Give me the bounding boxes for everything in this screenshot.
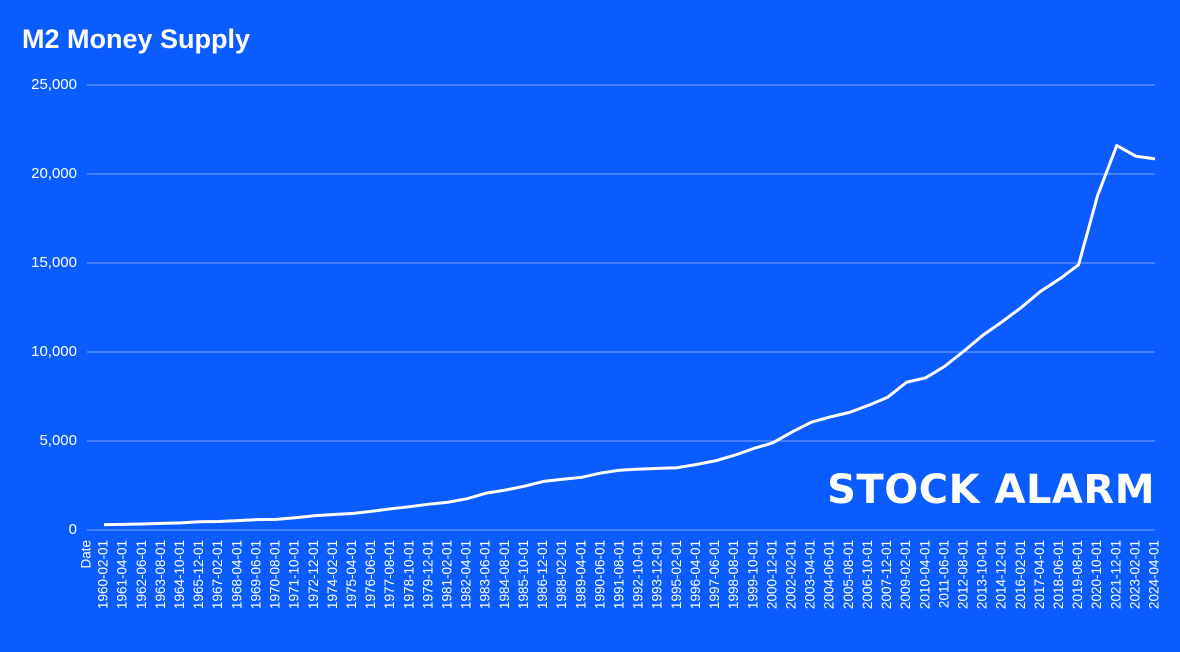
- x-tick-label: 2020-10-01: [1089, 540, 1104, 609]
- y-tick-label: 25,000: [31, 76, 77, 93]
- x-tick-label: 1988-02-01: [554, 540, 569, 609]
- x-tick-label: 1985-10-01: [516, 540, 531, 609]
- x-tick-label: 1972-12-01: [306, 540, 321, 609]
- x-tick-label: 1963-08-01: [153, 540, 168, 609]
- x-tick-label: 2011-06-01: [936, 540, 951, 608]
- x-tick-label: 2019-08-01: [1070, 540, 1085, 609]
- x-tick-label: 1979-12-01: [420, 540, 435, 609]
- x-tick-label: 2016-02-01: [1013, 540, 1028, 609]
- x-tick-label: 1991-08-01: [612, 540, 627, 609]
- y-tick-label: 15,000: [31, 254, 77, 271]
- x-tick-label: 1975-04-01: [344, 540, 359, 609]
- x-tick-label: 1998-08-01: [726, 540, 741, 609]
- x-tick-label: 2013-10-01: [975, 540, 990, 609]
- x-tick-label: 1995-02-01: [669, 540, 684, 609]
- x-tick-label: 2005-08-01: [841, 540, 856, 609]
- x-tick-label: 2007-12-01: [879, 540, 894, 609]
- x-tick-label: 2010-04-01: [917, 540, 932, 609]
- x-tick-label: 2012-08-01: [955, 540, 970, 609]
- x-tick-label: 2024-04-01: [1147, 540, 1162, 609]
- x-tick-label: 1997-06-01: [707, 540, 722, 609]
- x-tick-label: 2023-02-01: [1127, 540, 1142, 609]
- watermark: STOCK ALARM: [827, 467, 1155, 513]
- x-tick-label: 1984-08-01: [497, 540, 512, 609]
- x-tick-label: 1996-04-01: [688, 540, 703, 609]
- x-tick-label: 2018-06-01: [1051, 540, 1066, 609]
- x-tick-label: 1965-12-01: [191, 540, 206, 609]
- x-tick-label: 2000-12-01: [764, 540, 779, 609]
- x-axis-label: Date: [79, 540, 94, 569]
- x-tick-label: 1986-12-01: [535, 540, 550, 609]
- x-tick-label: 1992-10-01: [631, 540, 646, 609]
- x-tick-label: 2009-02-01: [898, 540, 913, 609]
- x-tick-label: 1962-06-01: [134, 540, 149, 609]
- x-tick-label: 2014-12-01: [994, 540, 1009, 609]
- x-tick-label: 1970-08-01: [268, 540, 283, 609]
- x-tick-label: 1977-08-01: [382, 540, 397, 609]
- x-tick-label: 1961-04-01: [115, 540, 130, 609]
- x-tick-label: 1976-06-01: [363, 540, 378, 609]
- x-tick-label: 1978-10-01: [401, 540, 416, 609]
- x-tick-label: 1981-02-01: [440, 540, 455, 609]
- x-tick-label: 2003-04-01: [803, 540, 818, 609]
- x-tick-label: 2006-10-01: [860, 540, 875, 609]
- x-tick-label: 2021-12-01: [1108, 540, 1123, 609]
- x-tick-label: 1999-10-01: [745, 540, 760, 609]
- y-tick-label: 10,000: [31, 343, 77, 360]
- x-tick-label: 1960-02-01: [96, 540, 111, 609]
- x-tick-label: 1964-10-01: [172, 540, 187, 609]
- y-tick-label: 5,000: [39, 432, 77, 449]
- x-tick-label: 1971-10-01: [287, 540, 302, 609]
- data-line: [103, 144, 1156, 527]
- x-tick-label: 1990-06-01: [592, 540, 607, 609]
- y-tick-label: 20,000: [31, 165, 77, 182]
- x-tick-label: 1969-06-01: [248, 540, 263, 609]
- x-tick-label: 2002-02-01: [783, 540, 798, 609]
- x-tick-label: 1968-04-01: [229, 540, 244, 609]
- x-tick-label: 1983-06-01: [478, 540, 493, 609]
- chart-title: M2 Money Supply: [22, 24, 250, 54]
- x-tick-label: 1974-02-01: [325, 540, 340, 609]
- x-tick-label: 1967-02-01: [210, 540, 225, 609]
- x-tick-label: 1993-12-01: [650, 540, 665, 609]
- y-tick-label: 0: [69, 521, 77, 538]
- x-tick-label: 1982-04-01: [459, 540, 474, 609]
- x-tick-label: 2017-04-01: [1032, 540, 1047, 609]
- x-tick-label: 2004-06-01: [822, 540, 837, 609]
- x-tick-label: 1989-04-01: [573, 540, 588, 609]
